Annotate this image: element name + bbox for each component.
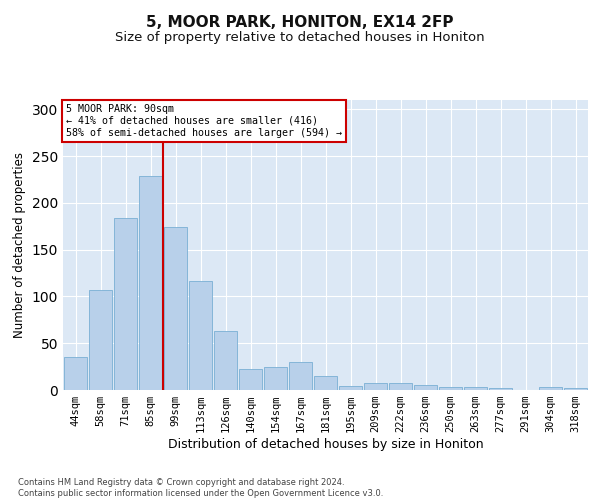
Bar (364, 382, 387, 390)
Bar (339, 386, 362, 390)
Bar (314, 376, 337, 390)
Bar (414, 386, 437, 390)
Bar (289, 362, 312, 390)
Bar (439, 387, 462, 390)
Bar (239, 370, 262, 390)
Bar (189, 282, 212, 390)
Text: Contains HM Land Registry data © Crown copyright and database right 2024.
Contai: Contains HM Land Registry data © Crown c… (18, 478, 383, 498)
Bar (389, 382, 412, 390)
Text: 5, MOOR PARK, HONITON, EX14 2FP: 5, MOOR PARK, HONITON, EX14 2FP (146, 15, 454, 30)
Bar (264, 366, 287, 390)
Bar (139, 176, 162, 390)
Bar (89, 290, 112, 390)
Bar (464, 387, 487, 390)
Bar (164, 227, 187, 390)
Text: 5 MOOR PARK: 90sqm
← 41% of detached houses are smaller (416)
58% of semi-detach: 5 MOOR PARK: 90sqm ← 41% of detached hou… (65, 104, 341, 138)
Bar (564, 388, 587, 390)
Bar (64, 358, 87, 390)
Y-axis label: Number of detached properties: Number of detached properties (13, 152, 26, 338)
X-axis label: Distribution of detached houses by size in Honiton: Distribution of detached houses by size … (167, 438, 484, 451)
Bar (539, 387, 562, 390)
Bar (114, 218, 137, 390)
Bar (214, 331, 237, 390)
Text: Size of property relative to detached houses in Honiton: Size of property relative to detached ho… (115, 31, 485, 44)
Bar (489, 388, 512, 390)
